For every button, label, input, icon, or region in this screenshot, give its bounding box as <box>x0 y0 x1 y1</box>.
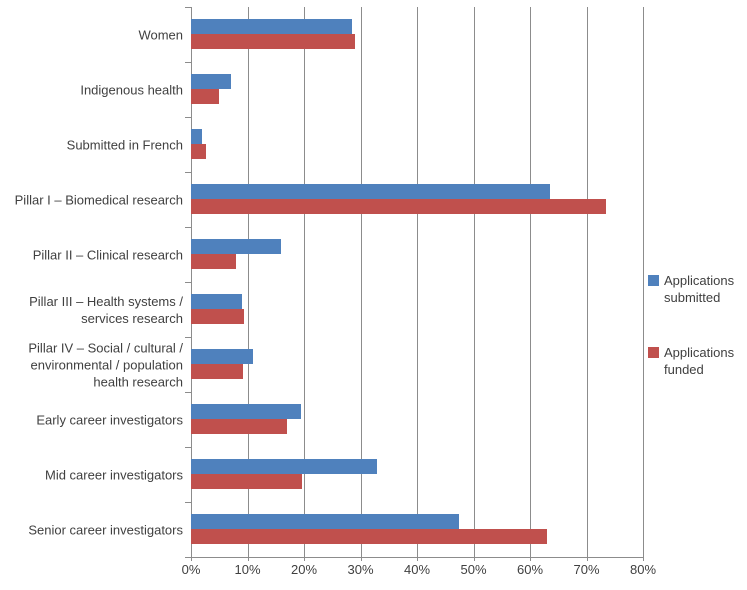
x-tick-label-7: 70% <box>573 562 600 577</box>
category-tick <box>185 502 191 503</box>
legend-label: Applications submitted <box>664 273 735 305</box>
legend: Applications submitted Applications funde… <box>648 0 747 590</box>
x-tick-label-8: 80% <box>629 562 657 577</box>
category-tick <box>185 117 191 118</box>
category-tick <box>185 392 191 393</box>
gridline <box>304 7 305 557</box>
category-axis-line <box>191 7 192 557</box>
category-label-5: Pillar III – Health systems / services r… <box>29 293 183 326</box>
category-tick <box>185 172 191 173</box>
gridline <box>473 7 475 557</box>
category-tick <box>185 557 191 558</box>
value-tick <box>417 557 418 561</box>
bar-funded-7 <box>191 419 288 434</box>
value-tick <box>191 557 192 561</box>
bar-submitted-4 <box>191 239 282 254</box>
category-label-8: Mid career investigators <box>45 467 183 482</box>
category-label-6: Pillar IV – Social / cultural / environm… <box>28 340 183 389</box>
category-tick <box>185 337 191 338</box>
category-label-3: Pillar I – Biomedical research <box>14 192 183 207</box>
category-label-2: Submitted in French <box>66 137 183 152</box>
bar-funded-3 <box>191 199 607 214</box>
bar-submitted-2 <box>191 129 203 144</box>
x-tick-label-6: 60% <box>516 562 544 577</box>
value-tick <box>304 557 305 561</box>
value-tick <box>360 557 362 561</box>
legend-entry-funded: Applications funded <box>648 344 746 378</box>
x-tick-label-4: 40% <box>403 562 431 577</box>
legend-entry-submitted: Applications submitted <box>648 272 746 306</box>
gridline <box>643 7 644 557</box>
category-tick <box>185 282 191 283</box>
category-label-7: Early career investigators <box>36 412 183 427</box>
value-axis-labels: 0% 10% 20% 30% 40% 50% 60% 70% 80% <box>0 562 747 582</box>
gridline <box>247 7 249 557</box>
bar-funded-5 <box>191 309 244 324</box>
gridline <box>417 7 418 557</box>
gridline <box>530 7 531 557</box>
bar-submitted-6 <box>191 349 254 364</box>
value-tick <box>473 557 475 561</box>
x-tick-label-1: 10% <box>234 562 261 577</box>
x-tick-label-2: 20% <box>290 562 318 577</box>
category-tick <box>185 447 191 448</box>
plot-area <box>185 7 644 561</box>
bar-submitted-3 <box>191 184 550 199</box>
category-label-4: Pillar II – Clinical research <box>32 247 183 262</box>
gridline <box>586 7 588 557</box>
category-label-1: Indigenous health <box>80 82 183 97</box>
bar-funded-9 <box>191 529 547 544</box>
category-tick <box>185 62 191 63</box>
bar-submitted-7 <box>191 404 302 419</box>
bar-funded-6 <box>191 364 243 379</box>
value-tick <box>586 557 588 561</box>
x-tick-label-5: 50% <box>460 562 487 577</box>
value-tick <box>247 557 249 561</box>
category-label-9: Senior career investigators <box>28 522 183 537</box>
bar-funded-8 <box>191 474 303 489</box>
bar-funded-0 <box>191 34 355 49</box>
category-label-0: Women <box>138 27 183 42</box>
x-tick-label-3: 30% <box>347 562 374 577</box>
value-tick <box>530 557 531 561</box>
bar-submitted-0 <box>191 19 353 34</box>
bar-submitted-5 <box>191 294 242 309</box>
bar-submitted-1 <box>191 74 231 89</box>
category-tick <box>185 227 191 228</box>
legend-swatch-icon <box>648 275 659 286</box>
x-tick-label-0: 0% <box>181 562 201 577</box>
gridline <box>360 7 362 557</box>
bar-funded-1 <box>191 89 220 104</box>
bar-submitted-8 <box>191 459 378 474</box>
bar-submitted-9 <box>191 514 460 529</box>
bar-funded-2 <box>191 144 207 159</box>
bar-funded-4 <box>191 254 237 269</box>
category-tick <box>185 7 191 8</box>
legend-swatch-icon <box>648 347 659 358</box>
category-axis-labels: Women Indigenous health Submitted in Frenc… <box>0 7 183 557</box>
value-tick <box>643 557 644 561</box>
legend-label: Applications funded <box>664 345 735 377</box>
